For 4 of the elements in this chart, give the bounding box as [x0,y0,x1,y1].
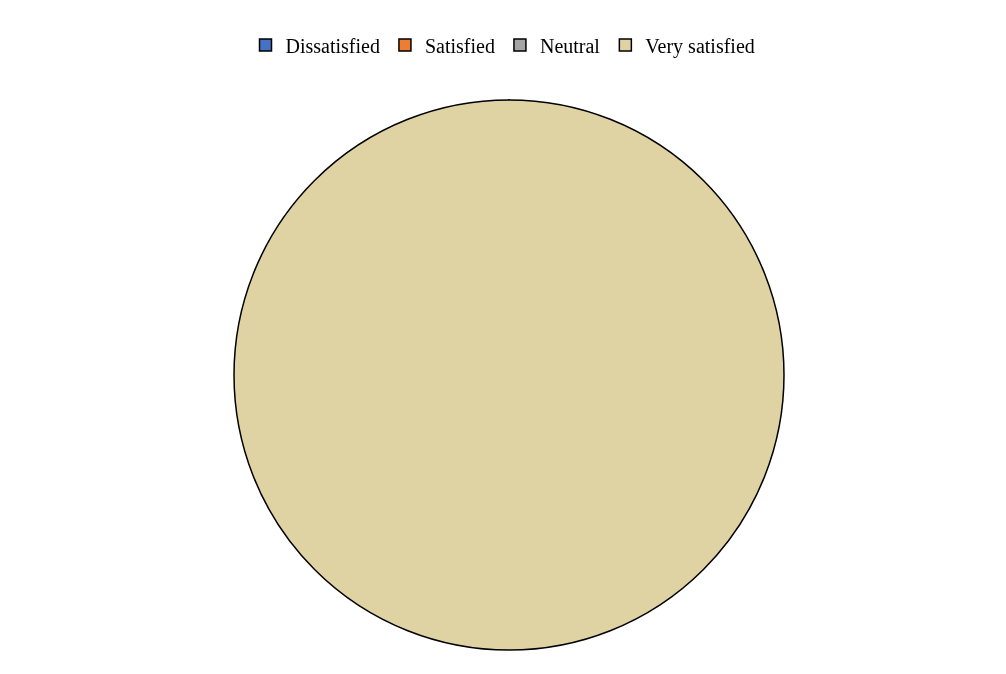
legend-label: Dissatisfied [285,34,380,57]
legend-label: Satisfied [424,34,495,57]
legend-label: Neutral [539,34,601,57]
legend-label: Very satisfied [645,34,755,58]
